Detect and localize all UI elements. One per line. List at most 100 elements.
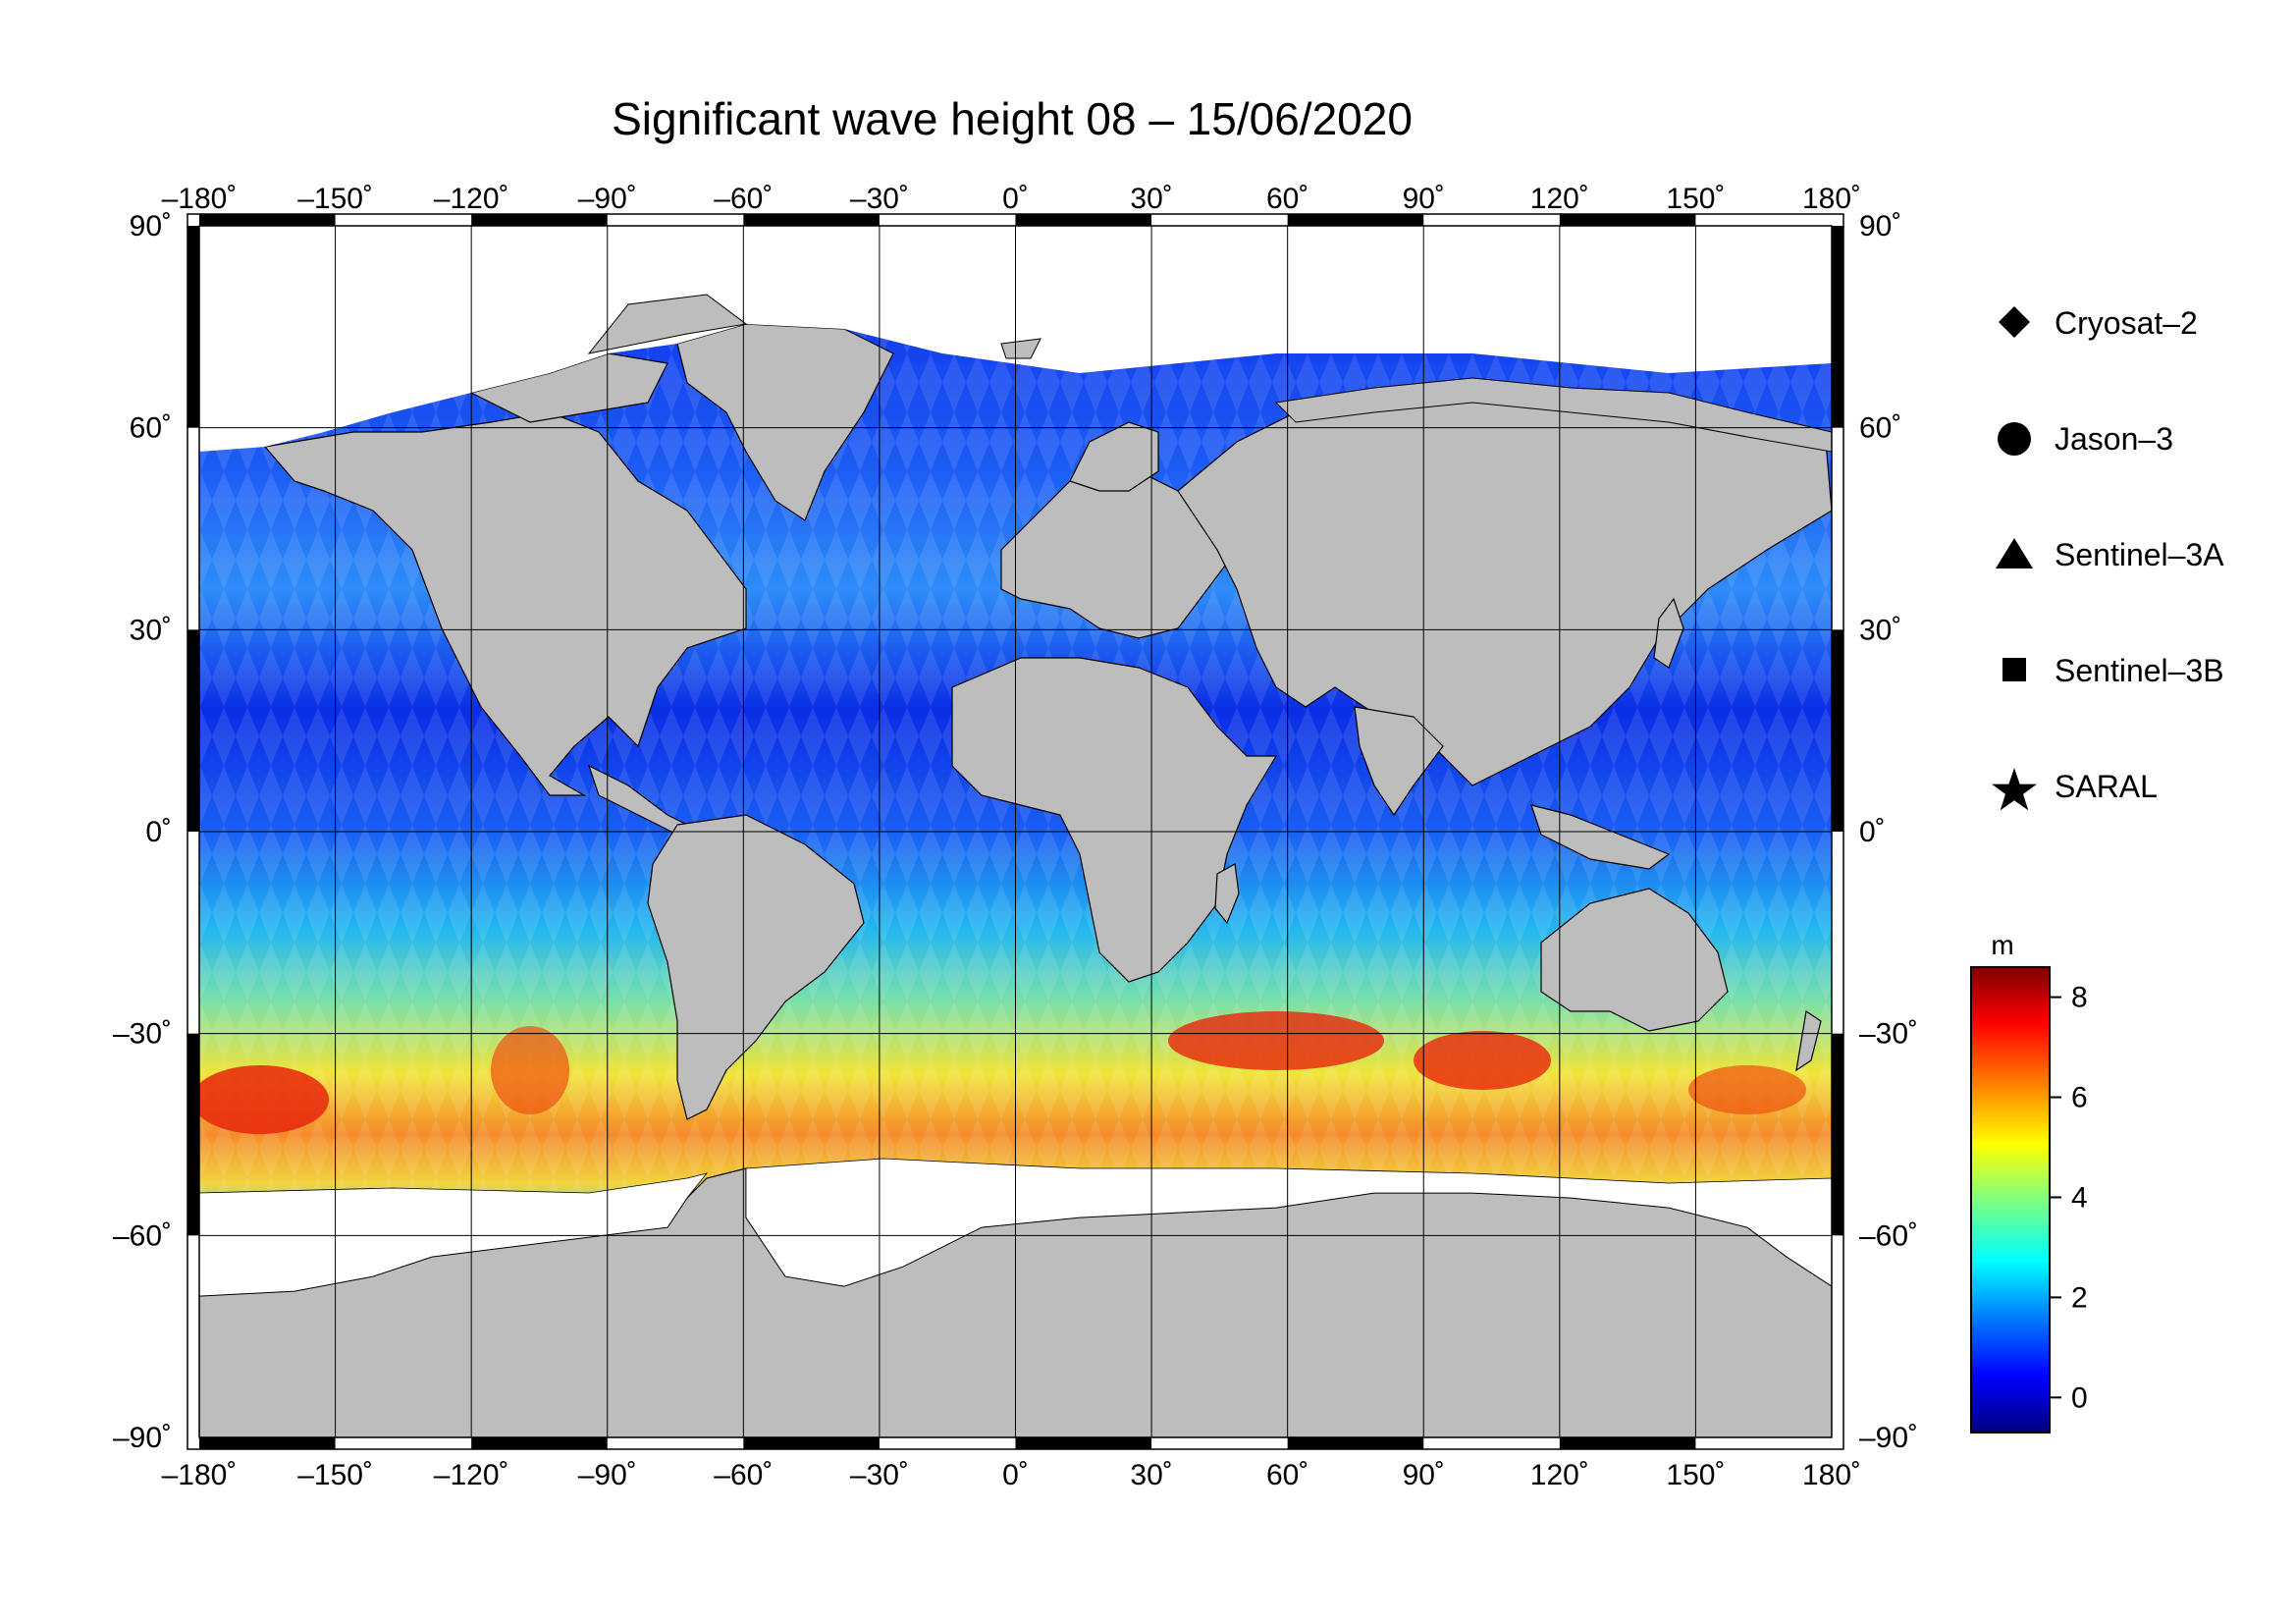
circle-icon <box>1998 422 2031 456</box>
lon-tick-label: 150˚ <box>1666 183 1725 215</box>
scandinavia <box>1069 421 1159 492</box>
lat-tick-label: 0˚ <box>1859 816 1886 848</box>
frame-tick-bar <box>1015 1437 1152 1449</box>
lat-tick-label: 30˚ <box>130 614 172 646</box>
colorbar-tick-label: 8 <box>2071 982 2088 1014</box>
lat-tick-label: –60˚ <box>1859 1219 1918 1252</box>
colorbar-tick-label: 0 <box>2071 1381 2088 1414</box>
lat-tick-label: –30˚ <box>1859 1018 1918 1051</box>
frame-tick-bar <box>743 214 880 226</box>
svalbard <box>1000 338 1041 359</box>
antarctic-sea-ice <box>745 1158 1832 1287</box>
madagascar <box>1214 863 1240 925</box>
lon-tick-label: 180˚ <box>1802 1459 1861 1491</box>
lat-tick-label: 30˚ <box>1859 614 1901 646</box>
lon-tick-label: 90˚ <box>1403 183 1445 215</box>
triangle-icon <box>1996 538 2033 568</box>
lon-tick-label: 150˚ <box>1666 1459 1725 1491</box>
lon-tick-label: –60˚ <box>714 183 773 215</box>
lat-tick-label: –60˚ <box>113 1219 172 1252</box>
lon-tick-label: 60˚ <box>1266 1459 1308 1491</box>
lat-labels-right: 90˚ 60˚ 30˚ 0˚ –30˚ –60˚ –90˚ <box>1859 210 1918 1454</box>
frame-tick-bar <box>187 226 199 428</box>
lat-tick-label: 60˚ <box>130 412 172 445</box>
colorbar-ticks: 8 6 4 2 0 <box>2050 982 2088 1414</box>
lat-tick-label: 90˚ <box>1859 210 1901 243</box>
frame-tick-bar <box>1832 226 1843 428</box>
diamond-icon <box>1999 306 2030 338</box>
lon-tick-label: –150˚ <box>297 1459 373 1491</box>
map-frame <box>187 213 1844 1450</box>
wave-hotspot <box>1414 1031 1551 1090</box>
lon-tick-label: 180˚ <box>1802 183 1861 215</box>
lon-tick-label: 0˚ <box>1002 183 1029 215</box>
colorbar-unit: m <box>1991 930 2013 960</box>
lon-tick-label: –150˚ <box>297 183 373 215</box>
lon-tick-label: 120˚ <box>1530 183 1589 215</box>
map-gridlines <box>199 226 1832 1437</box>
frame-tick-bar <box>187 1033 199 1236</box>
africa <box>951 657 1278 983</box>
colorbar-gradient <box>1970 966 2051 1434</box>
colorbar: m 8 6 4 2 0 <box>1970 930 2088 1434</box>
lon-tick-label: –30˚ <box>850 183 909 215</box>
southeast-asia <box>1530 804 1671 870</box>
frame-tick-bar <box>1015 214 1152 226</box>
lon-tick-label: –60˚ <box>714 1459 773 1491</box>
lon-tick-label: –90˚ <box>578 1459 637 1491</box>
legend-label-cryosat: Cryosat–2 <box>2055 305 2198 341</box>
wave-hotspot <box>1168 1011 1384 1070</box>
legend-label-sentinel3b: Sentinel–3B <box>2055 653 2224 688</box>
colorbar-tick-label: 4 <box>2071 1181 2088 1214</box>
lon-tick-label: –120˚ <box>434 183 509 215</box>
wave-hotspot <box>491 1026 569 1114</box>
lon-labels-bottom: –180˚ –150˚ –120˚ –90˚ –60˚ –30˚ 0˚ 30˚ 60˚ 90˚ 12… <box>162 1459 1861 1491</box>
frame-tick-bar <box>743 1437 880 1449</box>
lon-tick-label: 60˚ <box>1266 183 1308 215</box>
frame-tick-bar <box>1559 214 1696 226</box>
japan <box>1653 597 1684 669</box>
frame-tick-bar <box>1832 1033 1843 1236</box>
frame-tick-bar <box>1559 1437 1696 1449</box>
new-zealand <box>1795 1009 1822 1072</box>
square-icon <box>2002 658 2026 681</box>
arctic-land <box>587 294 748 354</box>
siberian-coast <box>1274 377 1832 453</box>
colorbar-tick-label: 2 <box>2071 1281 2088 1314</box>
frame-tick-bar <box>471 1437 608 1449</box>
lat-tick-label: 60˚ <box>1859 412 1901 445</box>
wave-hotspot <box>1688 1065 1806 1114</box>
south-america <box>647 814 865 1120</box>
lat-tick-label: –90˚ <box>1859 1422 1918 1454</box>
colorbar-tick-label: 6 <box>2071 1082 2088 1114</box>
lon-tick-label: –180˚ <box>162 1459 238 1491</box>
chart-title: Significant wave height 08 – 15/06/2020 <box>612 93 1413 144</box>
lon-tick-label: 120˚ <box>1530 1459 1589 1491</box>
frame-tick-bar <box>199 1437 336 1449</box>
frame-tick-bar <box>471 214 608 226</box>
lon-tick-label: 0˚ <box>1002 1459 1029 1491</box>
frame-tick-bar <box>187 629 199 832</box>
frame-tick-bar <box>1287 214 1424 226</box>
lon-tick-label: –120˚ <box>434 1459 509 1491</box>
lon-tick-label: 30˚ <box>1130 1459 1172 1491</box>
lat-tick-label: –30˚ <box>113 1018 172 1051</box>
satellite-legend: Cryosat–2 Jason–3 Sentinel–3A Sentinel–3… <box>1992 305 2224 811</box>
lon-tick-label: –90˚ <box>578 183 637 215</box>
frame-tick-bar <box>1287 1437 1424 1449</box>
lat-tick-label: –90˚ <box>113 1422 172 1454</box>
lon-labels-top: –180˚ –150˚ –120˚ –90˚ –60˚ –30˚ 0˚ 30˚ 60˚ 90˚ 12… <box>162 183 1861 215</box>
lat-tick-label: 0˚ <box>145 816 172 848</box>
australia <box>1540 888 1729 1032</box>
legend-label-sentinel3a: Sentinel–3A <box>2055 537 2224 572</box>
lat-labels-left: 90˚ 60˚ 30˚ 0˚ –30˚ –60˚ –90˚ <box>113 210 172 1454</box>
lon-tick-label: –30˚ <box>850 1459 909 1491</box>
lon-tick-label: 90˚ <box>1403 1459 1445 1491</box>
frame-tick-bar <box>1832 629 1843 832</box>
wave-hotspot <box>199 1065 329 1134</box>
frame-tick-bar <box>199 214 336 226</box>
lat-tick-label: 90˚ <box>130 210 172 243</box>
india <box>1354 706 1444 817</box>
lon-tick-label: 30˚ <box>1130 183 1172 215</box>
